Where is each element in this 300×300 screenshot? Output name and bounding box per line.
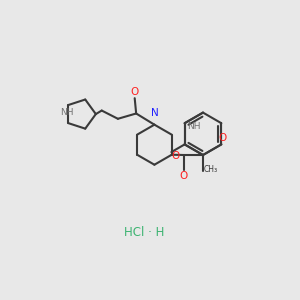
Text: O: O: [130, 87, 139, 97]
Text: NH: NH: [187, 122, 201, 131]
Text: O: O: [172, 151, 180, 160]
Text: CH₃: CH₃: [203, 165, 218, 174]
Text: N: N: [151, 108, 158, 118]
Text: NH: NH: [60, 108, 74, 117]
Text: O: O: [180, 171, 188, 181]
Text: HCl · H: HCl · H: [124, 226, 164, 239]
Text: O: O: [219, 133, 227, 143]
